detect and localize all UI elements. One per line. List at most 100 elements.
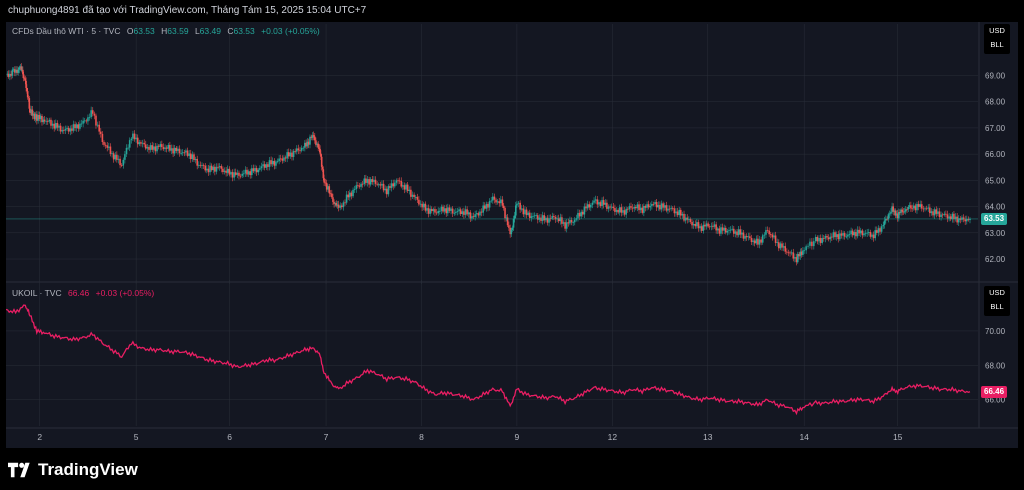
candle-body <box>824 235 827 239</box>
candle-body <box>329 193 332 195</box>
candle-body <box>414 196 417 198</box>
candle-body <box>451 208 454 214</box>
candle-body <box>699 226 701 229</box>
candle-body <box>64 128 67 131</box>
candle-body <box>38 114 41 120</box>
candle-body <box>495 199 497 203</box>
candle-body <box>249 171 252 176</box>
candle-body <box>768 230 770 235</box>
candle-body <box>111 153 113 155</box>
candle-body <box>471 216 473 219</box>
candle-body <box>614 208 616 212</box>
candle-body <box>349 192 351 198</box>
candle-body <box>602 200 605 205</box>
candle-body <box>99 131 102 134</box>
candle-body <box>874 230 877 239</box>
candle-body <box>787 252 790 254</box>
candle-body <box>784 246 787 252</box>
candle-body <box>426 208 428 211</box>
candle-body <box>763 234 766 236</box>
candle-body <box>23 78 26 80</box>
candle-body <box>493 196 496 200</box>
candle-body <box>594 199 597 201</box>
candle-body <box>848 234 851 235</box>
candle-body <box>424 203 427 211</box>
candle-body <box>681 213 684 216</box>
candle-body <box>900 209 902 213</box>
chart-frame[interactable]: 69.00 68.00 67.00 66.00 65.00 64.00 63.00 62.00… <box>6 22 1018 448</box>
candle-body <box>863 233 865 236</box>
candle-body <box>214 166 216 172</box>
candle-body <box>567 222 570 224</box>
candle-body <box>461 211 464 215</box>
candle-body <box>876 230 878 233</box>
candle-body <box>93 113 96 116</box>
candle-body <box>309 136 311 145</box>
candle-body <box>639 207 642 211</box>
candle-body <box>504 208 506 219</box>
candle-body <box>835 234 838 238</box>
candle-body <box>340 205 343 208</box>
candle-body <box>631 207 634 209</box>
bottom-currency-button[interactable]: USD BLL <box>984 286 1010 316</box>
candle-body <box>755 238 758 244</box>
y-tick-label: 67.00 <box>985 124 1006 133</box>
candle-body <box>628 206 631 210</box>
candle-body <box>705 223 708 227</box>
candle-body <box>569 220 571 224</box>
candle-body <box>95 115 97 126</box>
candle-body <box>894 210 897 216</box>
candle-body <box>771 234 774 238</box>
candle-body <box>946 214 949 219</box>
candle-body <box>106 145 109 148</box>
candle-body <box>752 240 754 243</box>
candle-body <box>337 204 340 208</box>
chart-canvas[interactable]: 69.00 68.00 67.00 66.00 65.00 64.00 63.00 62.00… <box>6 22 1018 448</box>
candle-body <box>148 146 150 150</box>
bottom-legend[interactable]: UKOIL · TVC 66.46 +0.03 (+0.05%) <box>12 288 154 298</box>
candle-body <box>807 245 809 247</box>
candle-body <box>82 120 84 124</box>
candle-body <box>957 218 960 223</box>
candle-body <box>800 251 803 255</box>
candle-body <box>437 210 439 214</box>
candle-body <box>36 114 38 121</box>
candle-body <box>778 242 780 249</box>
candle-body <box>779 243 782 249</box>
candle-body <box>760 239 762 243</box>
candle-body <box>839 233 841 240</box>
candle-body <box>612 206 615 209</box>
candle-body <box>761 235 764 243</box>
y-tick-label: 68.00 <box>985 361 1006 370</box>
candle-body <box>948 216 950 219</box>
candle-body <box>350 192 353 197</box>
candle-body <box>753 240 756 244</box>
candle-body <box>649 206 652 208</box>
candle-body <box>189 153 192 160</box>
candle-body <box>165 147 168 149</box>
candle-body <box>506 217 509 226</box>
candle-body <box>882 225 885 227</box>
candle-body <box>742 232 745 239</box>
candle-body <box>895 213 898 216</box>
candle-body <box>334 203 337 204</box>
candle-body <box>267 164 269 167</box>
candle-body <box>188 153 190 156</box>
candle-body <box>678 209 680 216</box>
top-currency-button[interactable]: USD BLL <box>984 24 1010 54</box>
candle-body <box>702 224 705 231</box>
top-symbol[interactable]: CFDs Dầu thô WTI · 5 · TVC <box>12 26 121 36</box>
tradingview-logo[interactable]: TradingView <box>8 460 138 480</box>
candle-body <box>146 146 149 149</box>
candle-body <box>520 208 523 210</box>
candle-body <box>233 172 235 178</box>
candle-body <box>136 137 139 145</box>
top-legend[interactable]: CFDs Dầu thô WTI · 5 · TVC O63.53 H63.59… <box>12 26 320 36</box>
candle-body <box>141 142 144 144</box>
candle-body <box>418 199 420 205</box>
high-value: 63.59 <box>167 26 189 36</box>
candle-body <box>803 250 805 252</box>
candle-body <box>482 205 484 213</box>
bottom-symbol[interactable]: UKOIL · TVC <box>12 288 62 298</box>
candle-body <box>647 204 650 208</box>
